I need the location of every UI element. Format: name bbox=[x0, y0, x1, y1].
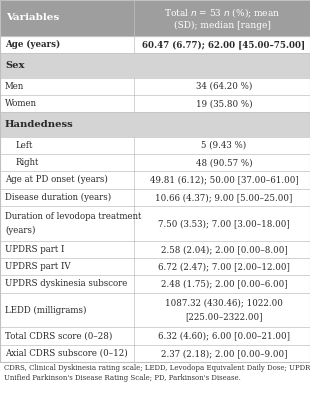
Bar bbox=[0, 171, 310, 188]
Text: (SD); median [range]: (SD); median [range] bbox=[174, 21, 270, 30]
Bar bbox=[0, 327, 310, 345]
Text: 19 (35.80 %): 19 (35.80 %) bbox=[196, 99, 252, 108]
Bar bbox=[0, 36, 310, 53]
Text: 5 (9.43 %): 5 (9.43 %) bbox=[202, 141, 247, 150]
Text: Total $n$ = 53 $n$ (%); mean: Total $n$ = 53 $n$ (%); mean bbox=[164, 7, 280, 20]
Text: 6.72 (2.47); 7.00 [2.00–12.00]: 6.72 (2.47); 7.00 [2.00–12.00] bbox=[158, 262, 290, 271]
Text: Left: Left bbox=[16, 141, 33, 150]
Text: CDRS, Clinical Dyskinesia rating scale; LEDD, Levodopa Equivalent Daily Dose; UP: CDRS, Clinical Dyskinesia rating scale; … bbox=[4, 364, 310, 382]
Bar bbox=[0, 53, 310, 78]
Text: UPDRS dyskinesia subscore: UPDRS dyskinesia subscore bbox=[5, 280, 127, 288]
Bar bbox=[0, 345, 310, 362]
Bar bbox=[0, 188, 310, 206]
Text: (years): (years) bbox=[5, 226, 36, 235]
Bar bbox=[0, 136, 310, 154]
Text: Axial CDRS subscore (0–12): Axial CDRS subscore (0–12) bbox=[5, 349, 128, 358]
Text: Age at PD onset (years): Age at PD onset (years) bbox=[5, 175, 108, 184]
Text: Women: Women bbox=[5, 99, 37, 108]
Text: 60.47 (6.77); 62.00 [45.00–75.00]: 60.47 (6.77); 62.00 [45.00–75.00] bbox=[142, 40, 306, 49]
Text: UPDRS part IV: UPDRS part IV bbox=[5, 262, 71, 271]
Bar bbox=[0, 0, 310, 36]
Text: Sex: Sex bbox=[5, 61, 24, 70]
Text: Disease duration (years): Disease duration (years) bbox=[5, 193, 111, 202]
Text: [225.00–2322.00]: [225.00–2322.00] bbox=[185, 312, 263, 322]
Text: Men: Men bbox=[5, 82, 24, 91]
Bar bbox=[0, 258, 310, 275]
Text: 49.81 (6.12); 50.00 [37.00–61.00]: 49.81 (6.12); 50.00 [37.00–61.00] bbox=[150, 176, 298, 184]
Text: LEDD (milligrams): LEDD (milligrams) bbox=[5, 306, 86, 314]
Text: Duration of levodopa treatment: Duration of levodopa treatment bbox=[5, 212, 141, 221]
Text: 2.37 (2.18); 2.00 [0.00–9.00]: 2.37 (2.18); 2.00 [0.00–9.00] bbox=[161, 349, 287, 358]
Text: Total CDRS score (0–28): Total CDRS score (0–28) bbox=[5, 332, 112, 340]
Text: 2.48 (1.75); 2.00 [0.00–6.00]: 2.48 (1.75); 2.00 [0.00–6.00] bbox=[161, 280, 287, 288]
Text: Variables: Variables bbox=[6, 14, 59, 22]
Text: 10.66 (4.37); 9.00 [5.00–25.00]: 10.66 (4.37); 9.00 [5.00–25.00] bbox=[155, 193, 293, 202]
Text: 1087.32 (430.46); 1022.00: 1087.32 (430.46); 1022.00 bbox=[165, 298, 283, 308]
Bar bbox=[0, 78, 310, 95]
Text: 48 (90.57 %): 48 (90.57 %) bbox=[196, 158, 252, 167]
Bar bbox=[0, 154, 310, 171]
Bar bbox=[0, 275, 310, 293]
Bar bbox=[0, 95, 310, 112]
Text: Age (years): Age (years) bbox=[5, 40, 60, 49]
Bar bbox=[0, 206, 310, 241]
Text: UPDRS part I: UPDRS part I bbox=[5, 245, 64, 254]
Text: Handedness: Handedness bbox=[5, 120, 74, 129]
Text: Right: Right bbox=[16, 158, 39, 167]
Bar bbox=[0, 241, 310, 258]
Text: 34 (64.20 %): 34 (64.20 %) bbox=[196, 82, 252, 91]
Bar bbox=[0, 112, 310, 136]
Text: 6.32 (4.60); 6.00 [0.00–21.00]: 6.32 (4.60); 6.00 [0.00–21.00] bbox=[158, 332, 290, 340]
Text: 2.58 (2.04); 2.00 [0.00–8.00]: 2.58 (2.04); 2.00 [0.00–8.00] bbox=[161, 245, 287, 254]
Text: 7.50 (3.53); 7.00 [3.00–18.00]: 7.50 (3.53); 7.00 [3.00–18.00] bbox=[158, 219, 290, 228]
Bar bbox=[0, 293, 310, 327]
